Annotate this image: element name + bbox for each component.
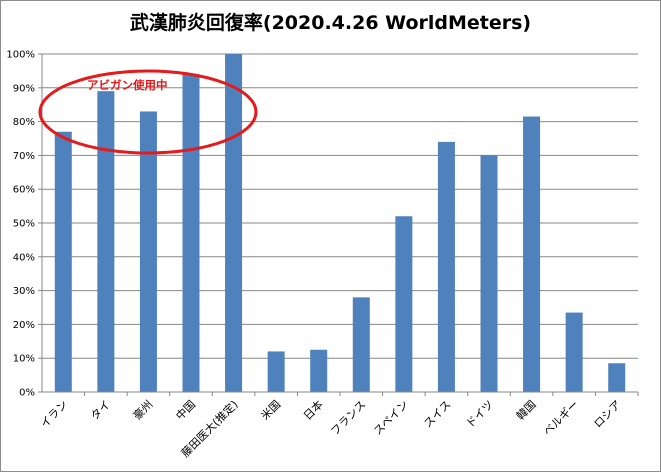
x-tick-label: ドイツ [464, 398, 497, 431]
annotation: アビガン使用中 [38, 69, 258, 155]
bar [608, 363, 626, 392]
x-tick-label: フランス [328, 398, 368, 438]
y-tick-label: 30% [13, 286, 35, 297]
y-tick-label: 60% [13, 185, 35, 196]
bar [395, 216, 413, 392]
y-tick-label: 10% [13, 354, 35, 365]
y-tick-label: 20% [13, 320, 35, 331]
bar [225, 54, 243, 392]
y-tick-label: 80% [13, 117, 35, 128]
bar [352, 297, 370, 392]
x-tick-label: イラン [38, 398, 71, 431]
x-tick-label: 日本 [300, 397, 325, 422]
chart-title: 武漢肺炎回復率(2020.4.26 WorldMeters) [129, 12, 532, 34]
y-tick-label: 0% [19, 388, 35, 399]
bar [437, 141, 455, 392]
axes [38, 53, 639, 396]
x-tick-label: 韓国 [514, 398, 539, 423]
bars [54, 54, 626, 393]
bar [310, 349, 328, 392]
x-tick-label: 米国 [259, 398, 284, 423]
bar [565, 312, 583, 392]
bar [139, 111, 157, 393]
bar [182, 74, 200, 392]
y-tick-label: 50% [13, 219, 35, 230]
x-tick-label: スペイン [371, 398, 411, 438]
bar [523, 116, 541, 392]
y-tick-label: 70% [13, 151, 35, 162]
bar [97, 91, 115, 393]
x-tick-label: スイス [421, 398, 453, 430]
y-tick-label: 90% [13, 83, 35, 94]
y-tick-labels: 0% 10% 20% 30% 40% 50% 60% 70% 80% 90% 100% [6, 50, 35, 399]
y-tick-label: 100% [6, 50, 35, 61]
gridlines [42, 53, 638, 359]
x-tick-label: ベルギー [541, 398, 581, 438]
x-tick-label: 豪州 [130, 397, 155, 422]
y-tick-label: 40% [13, 252, 35, 263]
bar [267, 351, 285, 392]
bar [480, 155, 498, 392]
annotation-label: アビガン使用中 [87, 78, 168, 92]
annotation-ellipse [38, 69, 258, 155]
x-tick-label: 中国 [173, 398, 198, 423]
bar [54, 131, 72, 393]
x-tick-label: タイ [88, 398, 113, 423]
x-tick-label: ロシア [591, 398, 624, 431]
